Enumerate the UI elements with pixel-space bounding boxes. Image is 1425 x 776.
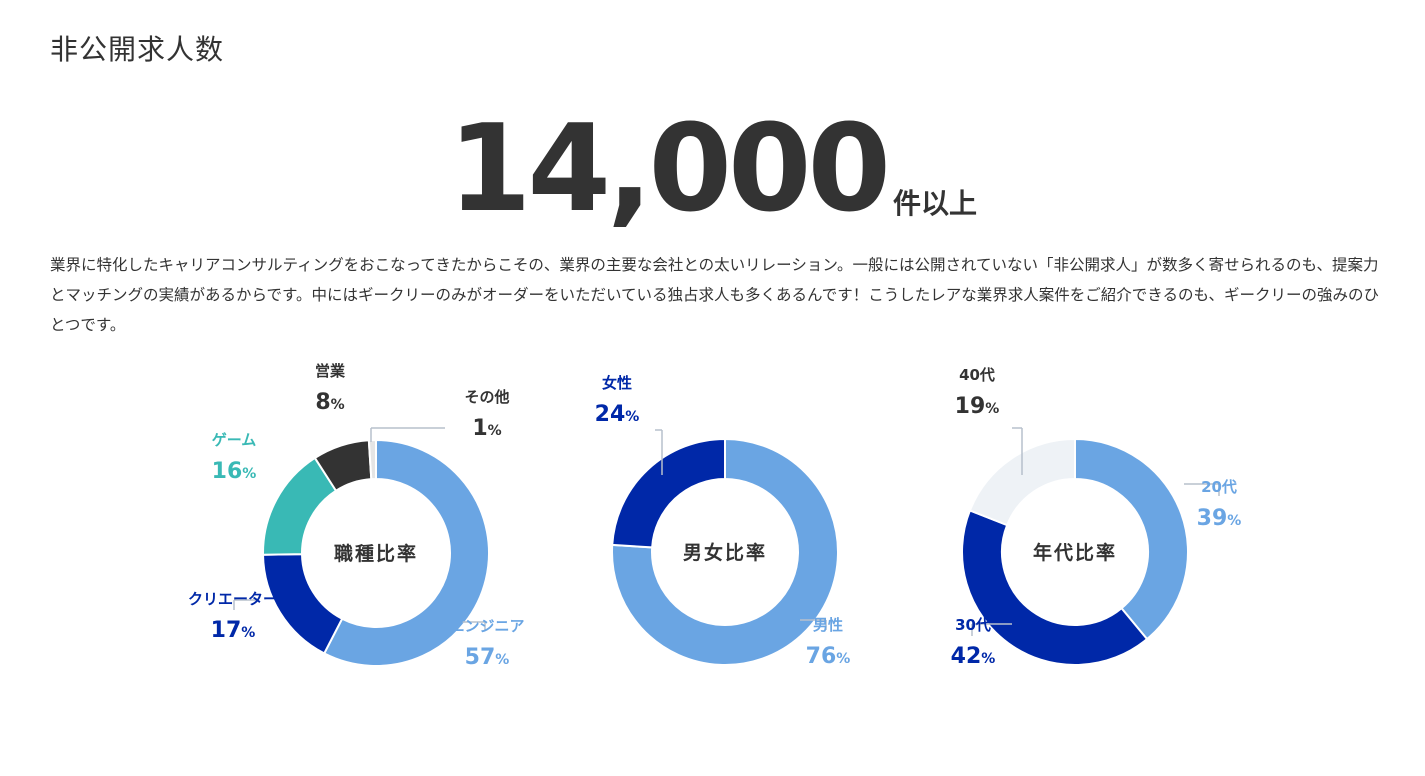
slice-value: 8% [315, 390, 344, 415]
slice-unit: % [985, 401, 999, 417]
donut-slice [611, 437, 839, 666]
donut-slice [611, 437, 726, 549]
page-title: 非公開求人数 [50, 33, 225, 66]
donut-slice [961, 509, 1149, 666]
slice-label: 20代 [1201, 478, 1237, 496]
donut-slice [1074, 437, 1189, 641]
slice-label: その他 [464, 388, 509, 406]
slice-unit: % [495, 652, 509, 668]
slice-label: 営業 [315, 362, 346, 380]
slice-label: 女性 [602, 374, 632, 392]
chart-center-label: 職種比率 [334, 542, 418, 565]
slice-label: クリエーター [188, 590, 278, 608]
slice-value: 42% [951, 644, 996, 669]
chart-center-label: 男女比率 [683, 541, 767, 564]
donut-slice [968, 437, 1076, 527]
slice-value: 17% [211, 618, 256, 643]
slice-value: 16% [212, 459, 257, 484]
slice-value: 39% [1197, 506, 1242, 531]
headline-suffix: 件以上 [893, 187, 978, 220]
slice-label: 40代 [959, 366, 995, 384]
slice-unit: % [836, 651, 850, 667]
slice-unit: % [981, 651, 995, 667]
slice-value: 1% [472, 416, 501, 441]
slice-unit: % [242, 466, 256, 482]
charts-area: 職種比率エンジニア 57% クリエーター 17% ゲーム 16% 営業 8% その他 1% 男女比率… [0, 360, 1425, 770]
donut-slice [322, 438, 490, 667]
slice-value: 76% [806, 644, 851, 669]
slice-value: 57% [465, 645, 510, 670]
slice-value: 19% [955, 394, 1000, 419]
slice-value: 24% [595, 402, 640, 427]
headline-value: 14,000 [447, 100, 891, 239]
description-text: 業界に特化したキャリアコンサルティングをおこなってきたからこその、業界の主要な会… [50, 256, 1379, 334]
slice-unit: % [331, 397, 345, 413]
slice-label: 男性 [813, 616, 843, 634]
headline: 14,000 件以上 [0, 100, 1425, 240]
slice-unit: % [625, 409, 639, 425]
slice-label: 30代 [955, 616, 991, 634]
slice-unit: % [241, 625, 255, 641]
slice-unit: % [488, 423, 502, 439]
slice-label: エンジニア [449, 617, 524, 635]
slice-label: ゲーム [212, 431, 257, 449]
chart-center-label: 年代比率 [1033, 541, 1117, 564]
slice-unit: % [1227, 513, 1241, 529]
